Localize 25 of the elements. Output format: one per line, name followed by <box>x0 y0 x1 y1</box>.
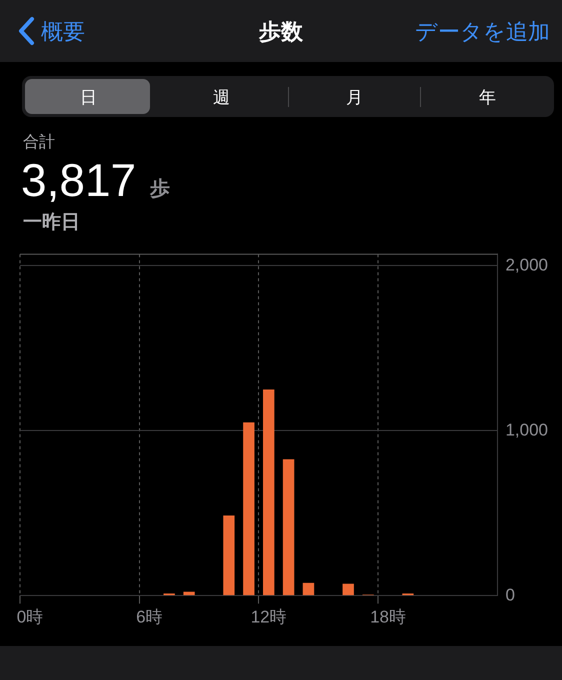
bar <box>302 582 314 596</box>
y-tick-label: 2,000 <box>505 255 548 274</box>
text: 合計 <box>23 132 55 153</box>
x-tick-label: 18時 <box>370 607 406 626</box>
x-tick-label: 12時 <box>250 607 287 626</box>
x-tick-label: 0時 <box>16 607 44 626</box>
bar <box>263 389 274 596</box>
text: 年 <box>478 87 497 109</box>
text: 3,817 <box>21 153 136 207</box>
y-tick-label: 0 <box>505 585 515 604</box>
bar <box>183 592 195 596</box>
text: 一昨日 <box>23 211 80 235</box>
bar <box>243 422 254 596</box>
y-tick-label: 1,000 <box>505 420 548 440</box>
bar <box>282 459 294 596</box>
bar <box>342 584 354 596</box>
text: 週 <box>212 87 231 109</box>
text: 月 <box>345 87 364 109</box>
text: データを追加 <box>415 18 550 46</box>
text: 歩 <box>150 177 170 202</box>
x-tick-label: 6時 <box>136 607 163 626</box>
bar <box>223 515 235 596</box>
chart-title: 歩数 <box>259 19 303 44</box>
text: 日 <box>79 87 98 109</box>
text: 概要 <box>41 18 85 46</box>
